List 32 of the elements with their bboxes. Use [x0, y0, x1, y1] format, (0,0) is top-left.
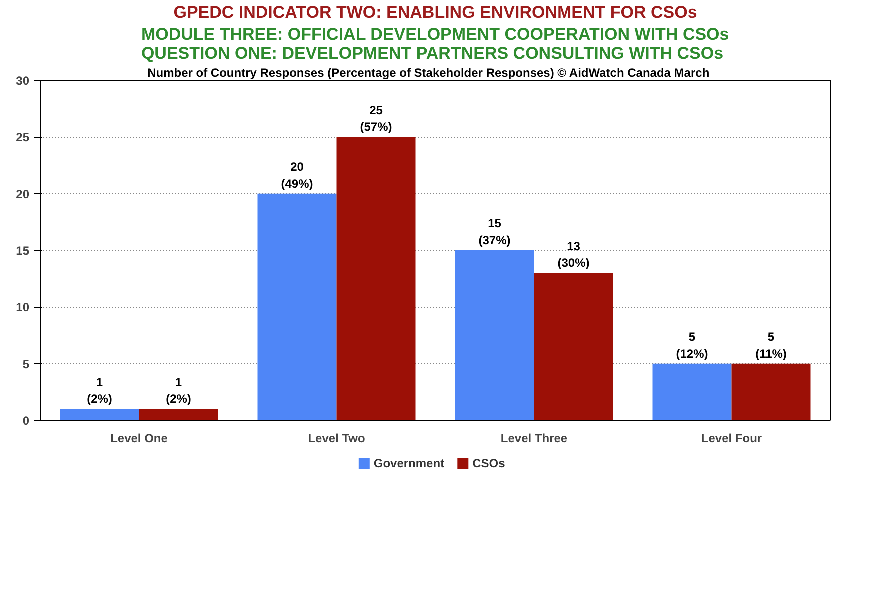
y-tick-label: 0: [22, 414, 30, 428]
data-label: 5 (11%): [756, 330, 787, 361]
legend-label: CSOs: [472, 456, 506, 470]
bar: [336, 137, 416, 420]
x-tick-label: Level Two: [308, 432, 366, 446]
y-tick-label: 30: [16, 74, 30, 88]
data-label: 20 (49%): [281, 160, 314, 191]
text: Number of Country Responses (Percentage of Stakeholder Responses) © AidWatch Canada March: [148, 66, 710, 80]
x-tick-label: Level Three: [500, 432, 568, 446]
bar: [139, 409, 218, 420]
y-tick-label: 10: [16, 300, 30, 315]
bar: [652, 364, 732, 420]
data-label: 25 (57%): [360, 103, 392, 134]
bar: [258, 194, 337, 420]
bar: [732, 364, 811, 420]
data-label: 1 (2%): [87, 375, 112, 406]
y-tick-label: 20: [16, 187, 30, 202]
bar: [60, 409, 140, 420]
y-tick-label: 15: [16, 244, 30, 258]
x-tick-label: Level One: [110, 432, 168, 446]
y-tick-label: 5: [22, 357, 30, 372]
data-label: 1 (2%): [166, 375, 192, 406]
bar: [534, 273, 614, 420]
data-label: 13 (30%): [558, 239, 590, 270]
chart-subtitle: MODULE THREE: OFFICIAL DEVELOPMENT COOPERATION WITH CSOs QUESTION ONE: DEVELOPMENT PARTNERS CONSULTING WITH CSOs: [141, 25, 730, 63]
data-label: 15 (37%): [478, 216, 511, 248]
data-label: 5 (12%): [676, 330, 708, 361]
x-tick-label: Level Four: [701, 432, 762, 446]
chart-title: GPEDC INDICATOR TWO: ENABLING ENVIRONMENT FOR CSOs: [174, 3, 698, 22]
y-tick-label: 25: [16, 130, 30, 145]
bar: [455, 250, 534, 420]
legend-label: Government: [374, 456, 445, 470]
